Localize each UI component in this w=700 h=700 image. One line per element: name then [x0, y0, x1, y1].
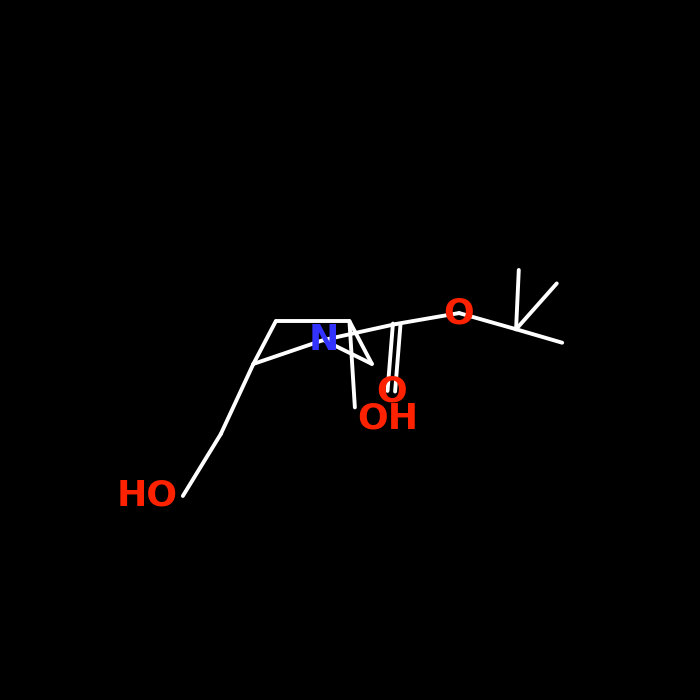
- Text: HO: HO: [116, 479, 177, 513]
- Text: O: O: [444, 296, 475, 330]
- Text: OH: OH: [358, 401, 419, 435]
- Text: N: N: [308, 323, 339, 357]
- Text: O: O: [376, 374, 407, 408]
